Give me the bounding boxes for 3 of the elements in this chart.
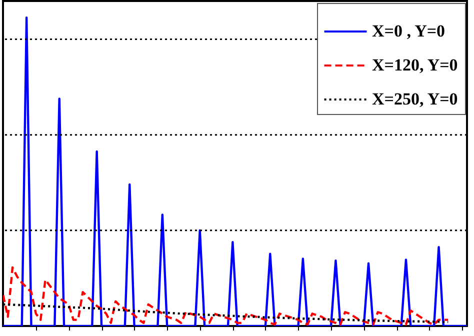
legend-label: X=250, Y=0 xyxy=(372,90,458,108)
legend-label: X=0 , Y=0 xyxy=(372,22,446,40)
legend-label: X=120, Y=0 xyxy=(372,56,458,74)
